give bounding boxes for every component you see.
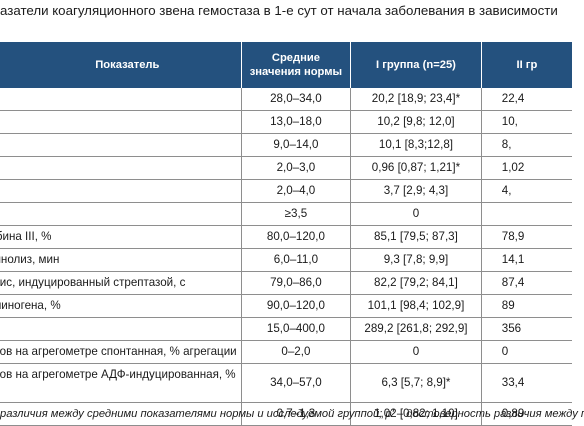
row-group2: 14,1 <box>480 248 572 272</box>
row-label: зминогена, % <box>0 294 242 318</box>
row-group2: 10, <box>480 110 572 134</box>
row-group2: 78,9 <box>480 225 572 249</box>
table-row: 2,0–3,0 0,96 [0,87; 1,21]* 1,02 <box>0 156 572 180</box>
row-group2: 33,4 <box>480 363 572 403</box>
row-group2: 4, <box>480 179 572 203</box>
table-row: 13,0–18,0 10,2 [9,8; 12,0] 10, <box>0 110 572 134</box>
table-caption: азатели коагуляционного звена гемостаза … <box>0 3 558 18</box>
row-label <box>0 156 242 180</box>
table-row: 2,0–4,0 3,7 [2,9; 4,3] 4, <box>0 179 572 203</box>
header-indicator: Показатель <box>0 42 242 88</box>
row-group1: 85,1 [79,5; 87,3] <box>350 225 482 249</box>
row-group1: 0 <box>350 202 482 226</box>
row-norm: 79,0–86,0 <box>240 271 351 295</box>
row-label <box>0 110 242 134</box>
row-group2: 1,02 <box>480 156 572 180</box>
table-row: ≥3,5 0 <box>0 202 572 226</box>
row-norm: 34,0–57,0 <box>240 363 351 403</box>
row-group1: 10,1 [8,3;12,8] <box>350 133 482 157</box>
row-label <box>0 133 242 157</box>
table-row: кл 15,0–400,0 289,2 [261,8; 292,9] 356 <box>0 317 572 341</box>
row-label: итов на агрегометре АДФ-индуцированная, … <box>0 363 242 403</box>
row-group1: 10,2 [9,8; 12,0] <box>350 110 482 134</box>
table-row: итов на агрегометре спонтанная, % агрега… <box>0 340 572 364</box>
row-label: ринолиз, мин <box>0 248 242 272</box>
header-group1: I группа (n=25) <box>350 42 482 88</box>
row-group2: 356 <box>480 317 572 341</box>
table-row: изис, индуцированный стрептазой, с 79,0–… <box>0 271 572 295</box>
row-norm: 13,0–18,0 <box>240 110 351 134</box>
row-norm: 2,0–4,0 <box>240 179 351 203</box>
row-group2: 8, <box>480 133 572 157</box>
header-norm: Средние значения нормы <box>240 42 351 88</box>
row-norm: 9,0–14,0 <box>240 133 351 157</box>
table-row: мбина III, % 80,0–120,0 85,1 [79,5; 87,3… <box>0 225 572 249</box>
row-norm: 0–2,0 <box>240 340 351 364</box>
row-group2: 0 <box>480 340 572 364</box>
table-row: зминогена, % 90,0–120,0 101,1 [98,4; 102… <box>0 294 572 318</box>
row-group1: 20,2 [18,9; 23,4]* <box>350 88 482 111</box>
row-label: кл <box>0 317 242 341</box>
row-label <box>0 179 242 203</box>
row-norm: 6,0–11,0 <box>240 248 351 272</box>
row-label: изис, индуцированный стрептазой, с <box>0 271 242 295</box>
row-norm: ≥3,5 <box>240 202 351 226</box>
row-group1: 0 <box>350 340 482 364</box>
table-header-row: Показатель Средние значения нормы I груп… <box>0 42 572 88</box>
row-norm: 15,0–400,0 <box>240 317 351 341</box>
coagulation-table: Показатель Средние значения нормы I груп… <box>0 42 572 426</box>
row-group2: 87,4 <box>480 271 572 295</box>
table-row: 28,0–34,0 20,2 [18,9; 23,4]* 22,4 <box>0 88 572 111</box>
row-group1: 9,3 [7,8; 9,9] <box>350 248 482 272</box>
row-group1: 3,7 [2,9; 4,3] <box>350 179 482 203</box>
row-norm: 80,0–120,0 <box>240 225 351 249</box>
table-footnote: различия между средними показателями нор… <box>0 408 584 420</box>
row-label <box>0 88 242 111</box>
row-label: итов на агрегометре спонтанная, % агрега… <box>0 340 242 364</box>
table-row: итов на агрегометре АДФ-индуцированная, … <box>0 363 572 403</box>
row-group1: 0,96 [0,87; 1,21]* <box>350 156 482 180</box>
row-group2 <box>480 202 572 226</box>
row-norm: 28,0–34,0 <box>240 88 351 111</box>
header-group2: II гр <box>480 42 572 88</box>
row-group1: 289,2 [261,8; 292,9] <box>350 317 482 341</box>
row-group2: 22,4 <box>480 88 572 111</box>
row-group1: 82,2 [79,2; 84,1] <box>350 271 482 295</box>
table-row: ринолиз, мин 6,0–11,0 9,3 [7,8; 9,9] 14,… <box>0 248 572 272</box>
row-group1: 6,3 [5,7; 8,9]* <box>350 363 482 403</box>
table-row: 9,0–14,0 10,1 [8,3;12,8] 8, <box>0 133 572 157</box>
row-norm: 90,0–120,0 <box>240 294 351 318</box>
row-norm: 2,0–3,0 <box>240 156 351 180</box>
row-label <box>0 202 242 226</box>
row-group1: 101,1 [98,4; 102,9] <box>350 294 482 318</box>
row-label: мбина III, % <box>0 225 242 249</box>
row-group2: 89 <box>480 294 572 318</box>
